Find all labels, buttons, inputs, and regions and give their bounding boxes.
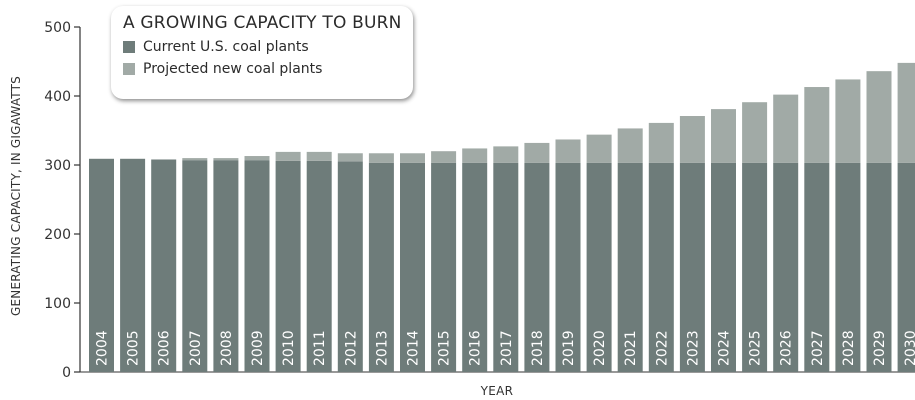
x-tick-label: 2024 bbox=[717, 330, 733, 366]
bar-projected bbox=[368, 153, 394, 163]
x-tick-label: 2016 bbox=[468, 330, 484, 366]
legend-item-projected: Projected new coal plants bbox=[123, 61, 413, 77]
bar-current bbox=[835, 162, 861, 372]
x-tick-label: 2026 bbox=[779, 330, 795, 366]
x-tick-label: 2007 bbox=[188, 330, 204, 366]
bar-projected bbox=[306, 151, 332, 161]
legend-item-current: Current U.S. coal plants bbox=[123, 39, 413, 55]
x-tick-label: 2006 bbox=[157, 330, 173, 366]
x-tick-label: 2013 bbox=[374, 330, 390, 366]
bar-current bbox=[679, 162, 705, 372]
bar-current bbox=[182, 160, 208, 372]
y-tick-label: 500 bbox=[44, 20, 71, 36]
bars: 2004 2005 2006 2007 2008 2009 2010 2011 2012 2013… bbox=[89, 62, 915, 372]
bar-projected bbox=[897, 62, 915, 163]
bar-current bbox=[213, 160, 239, 372]
bar-current bbox=[244, 160, 270, 372]
bar-projected bbox=[431, 151, 457, 163]
bar-projected bbox=[244, 156, 270, 161]
bar-projected bbox=[555, 139, 581, 163]
y-axis-label: GENERATING CAPACITY, IN GIGAWATTS bbox=[9, 76, 23, 316]
x-tick-label: 2010 bbox=[281, 330, 297, 366]
x-tick-label: 2018 bbox=[530, 330, 546, 366]
bar-projected bbox=[182, 158, 208, 161]
x-tick-label: 2009 bbox=[250, 330, 266, 366]
bar-current bbox=[742, 162, 768, 372]
bar-current bbox=[431, 162, 457, 372]
x-tick-label: 2027 bbox=[810, 330, 826, 366]
bar-projected bbox=[400, 153, 425, 163]
bar-current bbox=[151, 159, 177, 372]
x-tick-label: 2011 bbox=[312, 330, 328, 366]
bar-current bbox=[773, 162, 799, 372]
x-tick-label: 2023 bbox=[685, 330, 701, 366]
bar-current bbox=[897, 162, 915, 372]
bar-projected bbox=[275, 151, 301, 161]
y-tick-label: 0 bbox=[62, 365, 71, 381]
bar-current bbox=[337, 161, 363, 372]
x-tick-label: 2029 bbox=[872, 330, 888, 366]
x-axis-label: YEAR bbox=[480, 384, 514, 398]
x-tick-label: 2028 bbox=[841, 330, 857, 366]
bar-current bbox=[804, 162, 830, 372]
bar-current bbox=[711, 162, 736, 372]
x-tick-label: 2021 bbox=[623, 330, 639, 366]
bar-current bbox=[648, 162, 674, 372]
y-tick-label: 300 bbox=[44, 158, 71, 174]
bar-current bbox=[89, 158, 114, 372]
bar-projected bbox=[804, 87, 830, 163]
bar-projected bbox=[617, 128, 643, 163]
bar-current bbox=[462, 162, 488, 372]
x-tick-label: 2020 bbox=[592, 330, 608, 366]
y-tick-label: 200 bbox=[44, 227, 71, 243]
bar-projected bbox=[866, 71, 892, 163]
legend-label-projected: Projected new coal plants bbox=[143, 61, 323, 77]
x-tick-label: 2025 bbox=[748, 330, 764, 366]
bar-projected bbox=[711, 109, 736, 163]
legend-swatch-projected bbox=[123, 63, 135, 75]
x-tick-label: 2014 bbox=[406, 330, 422, 366]
x-tick-label: 2008 bbox=[219, 330, 235, 366]
bar-current bbox=[555, 162, 581, 372]
bar-projected bbox=[524, 142, 550, 163]
bar-current bbox=[306, 160, 332, 372]
x-tick-label: 2005 bbox=[126, 330, 142, 366]
x-tick-label: 2015 bbox=[437, 330, 453, 366]
bar-projected bbox=[213, 158, 239, 161]
bar-current bbox=[524, 162, 550, 372]
x-tick-label: 2012 bbox=[343, 330, 359, 366]
x-tick-label: 2022 bbox=[654, 330, 670, 366]
x-tick-label: 2030 bbox=[903, 330, 915, 366]
bar-current bbox=[120, 158, 146, 372]
bar-current bbox=[586, 162, 612, 372]
bar-projected bbox=[835, 79, 861, 163]
bar-projected bbox=[337, 153, 363, 162]
y-tick-label: 100 bbox=[44, 296, 71, 312]
legend-swatch-current bbox=[123, 41, 135, 53]
bar-projected bbox=[648, 122, 674, 163]
bar-current bbox=[368, 162, 394, 372]
legend-label-current: Current U.S. coal plants bbox=[143, 39, 309, 55]
bar-current bbox=[400, 162, 425, 372]
bar-projected bbox=[586, 134, 612, 163]
bar-projected bbox=[462, 148, 488, 163]
bar-current bbox=[275, 160, 301, 372]
bar-current bbox=[493, 162, 519, 372]
y-tick-label: 400 bbox=[44, 89, 71, 105]
legend-box: A GROWING CAPACITY TO BURN Current U.S. … bbox=[111, 6, 413, 99]
bar-current bbox=[866, 162, 892, 372]
bar-projected bbox=[773, 94, 799, 163]
bar-projected bbox=[493, 146, 519, 163]
x-tick-label: 2004 bbox=[95, 330, 111, 366]
bar-projected bbox=[679, 116, 705, 163]
x-tick-label: 2019 bbox=[561, 330, 577, 366]
chart-title: A GROWING CAPACITY TO BURN bbox=[123, 13, 402, 33]
x-tick-label: 2017 bbox=[499, 330, 515, 366]
bar-projected bbox=[742, 102, 768, 163]
bar-current bbox=[617, 162, 643, 372]
